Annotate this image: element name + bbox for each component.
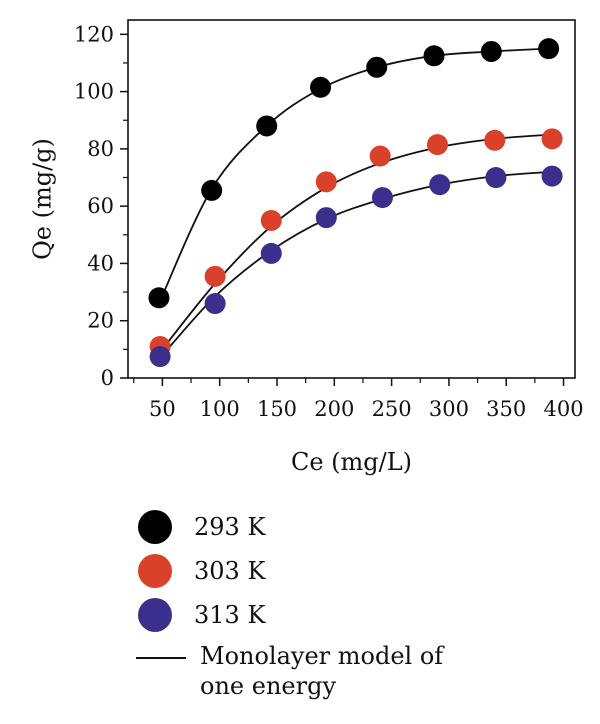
data-point-313k (541, 165, 563, 187)
data-point-293k (366, 56, 388, 78)
data-point-303k (541, 128, 563, 150)
y-tick-label: 20 (87, 309, 114, 333)
fit-line-303k (159, 133, 553, 353)
data-point-313k (260, 242, 282, 264)
data-point-293k (480, 41, 502, 63)
legend-item-293k: 293 K (130, 505, 570, 549)
data-point-303k (260, 209, 282, 231)
fit-line-313k (159, 170, 553, 359)
legend-line-model (136, 657, 186, 659)
data-point-313k (429, 174, 451, 196)
data-point-313k (204, 293, 226, 315)
x-tick-label: 200 (314, 397, 354, 421)
data-point-313k (149, 346, 171, 368)
x-tick-label: 250 (372, 397, 412, 421)
y-tick-label: 120 (74, 22, 114, 46)
y-tick-label: 0 (101, 366, 114, 390)
data-point-293k (310, 76, 332, 98)
legend-marker-303k (138, 554, 172, 588)
x-tick-label: 350 (486, 397, 526, 421)
plot-frame (127, 19, 576, 379)
data-point-313k (315, 207, 337, 229)
data-point-293k (538, 38, 560, 60)
y-tick-label: 100 (74, 80, 114, 104)
data-point-303k (484, 129, 506, 151)
x-tick-label: 100 (200, 397, 240, 421)
y-tick-label: 60 (87, 194, 114, 218)
legend-marker-313k (138, 598, 172, 632)
legend-item-model: Monolayer model of one energy (130, 641, 570, 701)
legend-marker-293k (138, 510, 172, 544)
x-tick-label: 300 (429, 397, 469, 421)
legend-label-313k: 313 K (194, 601, 266, 629)
data-point-313k (371, 187, 393, 209)
data-point-293k (256, 115, 278, 137)
legend-item-303k: 303 K (130, 549, 570, 593)
y-tick-label: 80 (87, 137, 114, 161)
data-point-303k (369, 145, 391, 167)
legend-label-293k: 293 K (194, 513, 266, 541)
data-point-303k (315, 171, 337, 193)
legend-item-313k: 313 K (130, 593, 570, 637)
legend: 293 K 303 K 313 K Monolayer model of one… (130, 505, 570, 701)
chart: 50 100 150 200 250 300 350 400 0 20 40 60 80 100 120 C… (28, 19, 584, 476)
x-tick-label: 150 (257, 397, 297, 421)
x-tick-label: 50 (149, 397, 176, 421)
legend-label-303k: 303 K (194, 557, 266, 585)
x-tick-label: 400 (543, 397, 583, 421)
data-point-293k (423, 45, 445, 67)
data-point-293k (201, 179, 223, 201)
data-point-303k (204, 265, 226, 287)
x-axis-title: Ce (mg/L) (291, 448, 412, 476)
legend-label-model: Monolayer model of one energy (200, 642, 444, 700)
y-tick-label: 40 (87, 251, 114, 275)
data-point-293k (148, 287, 170, 309)
data-point-303k (426, 134, 448, 156)
y-axis-title: Qe (mg/g) (28, 138, 56, 260)
data-point-313k (485, 167, 507, 189)
